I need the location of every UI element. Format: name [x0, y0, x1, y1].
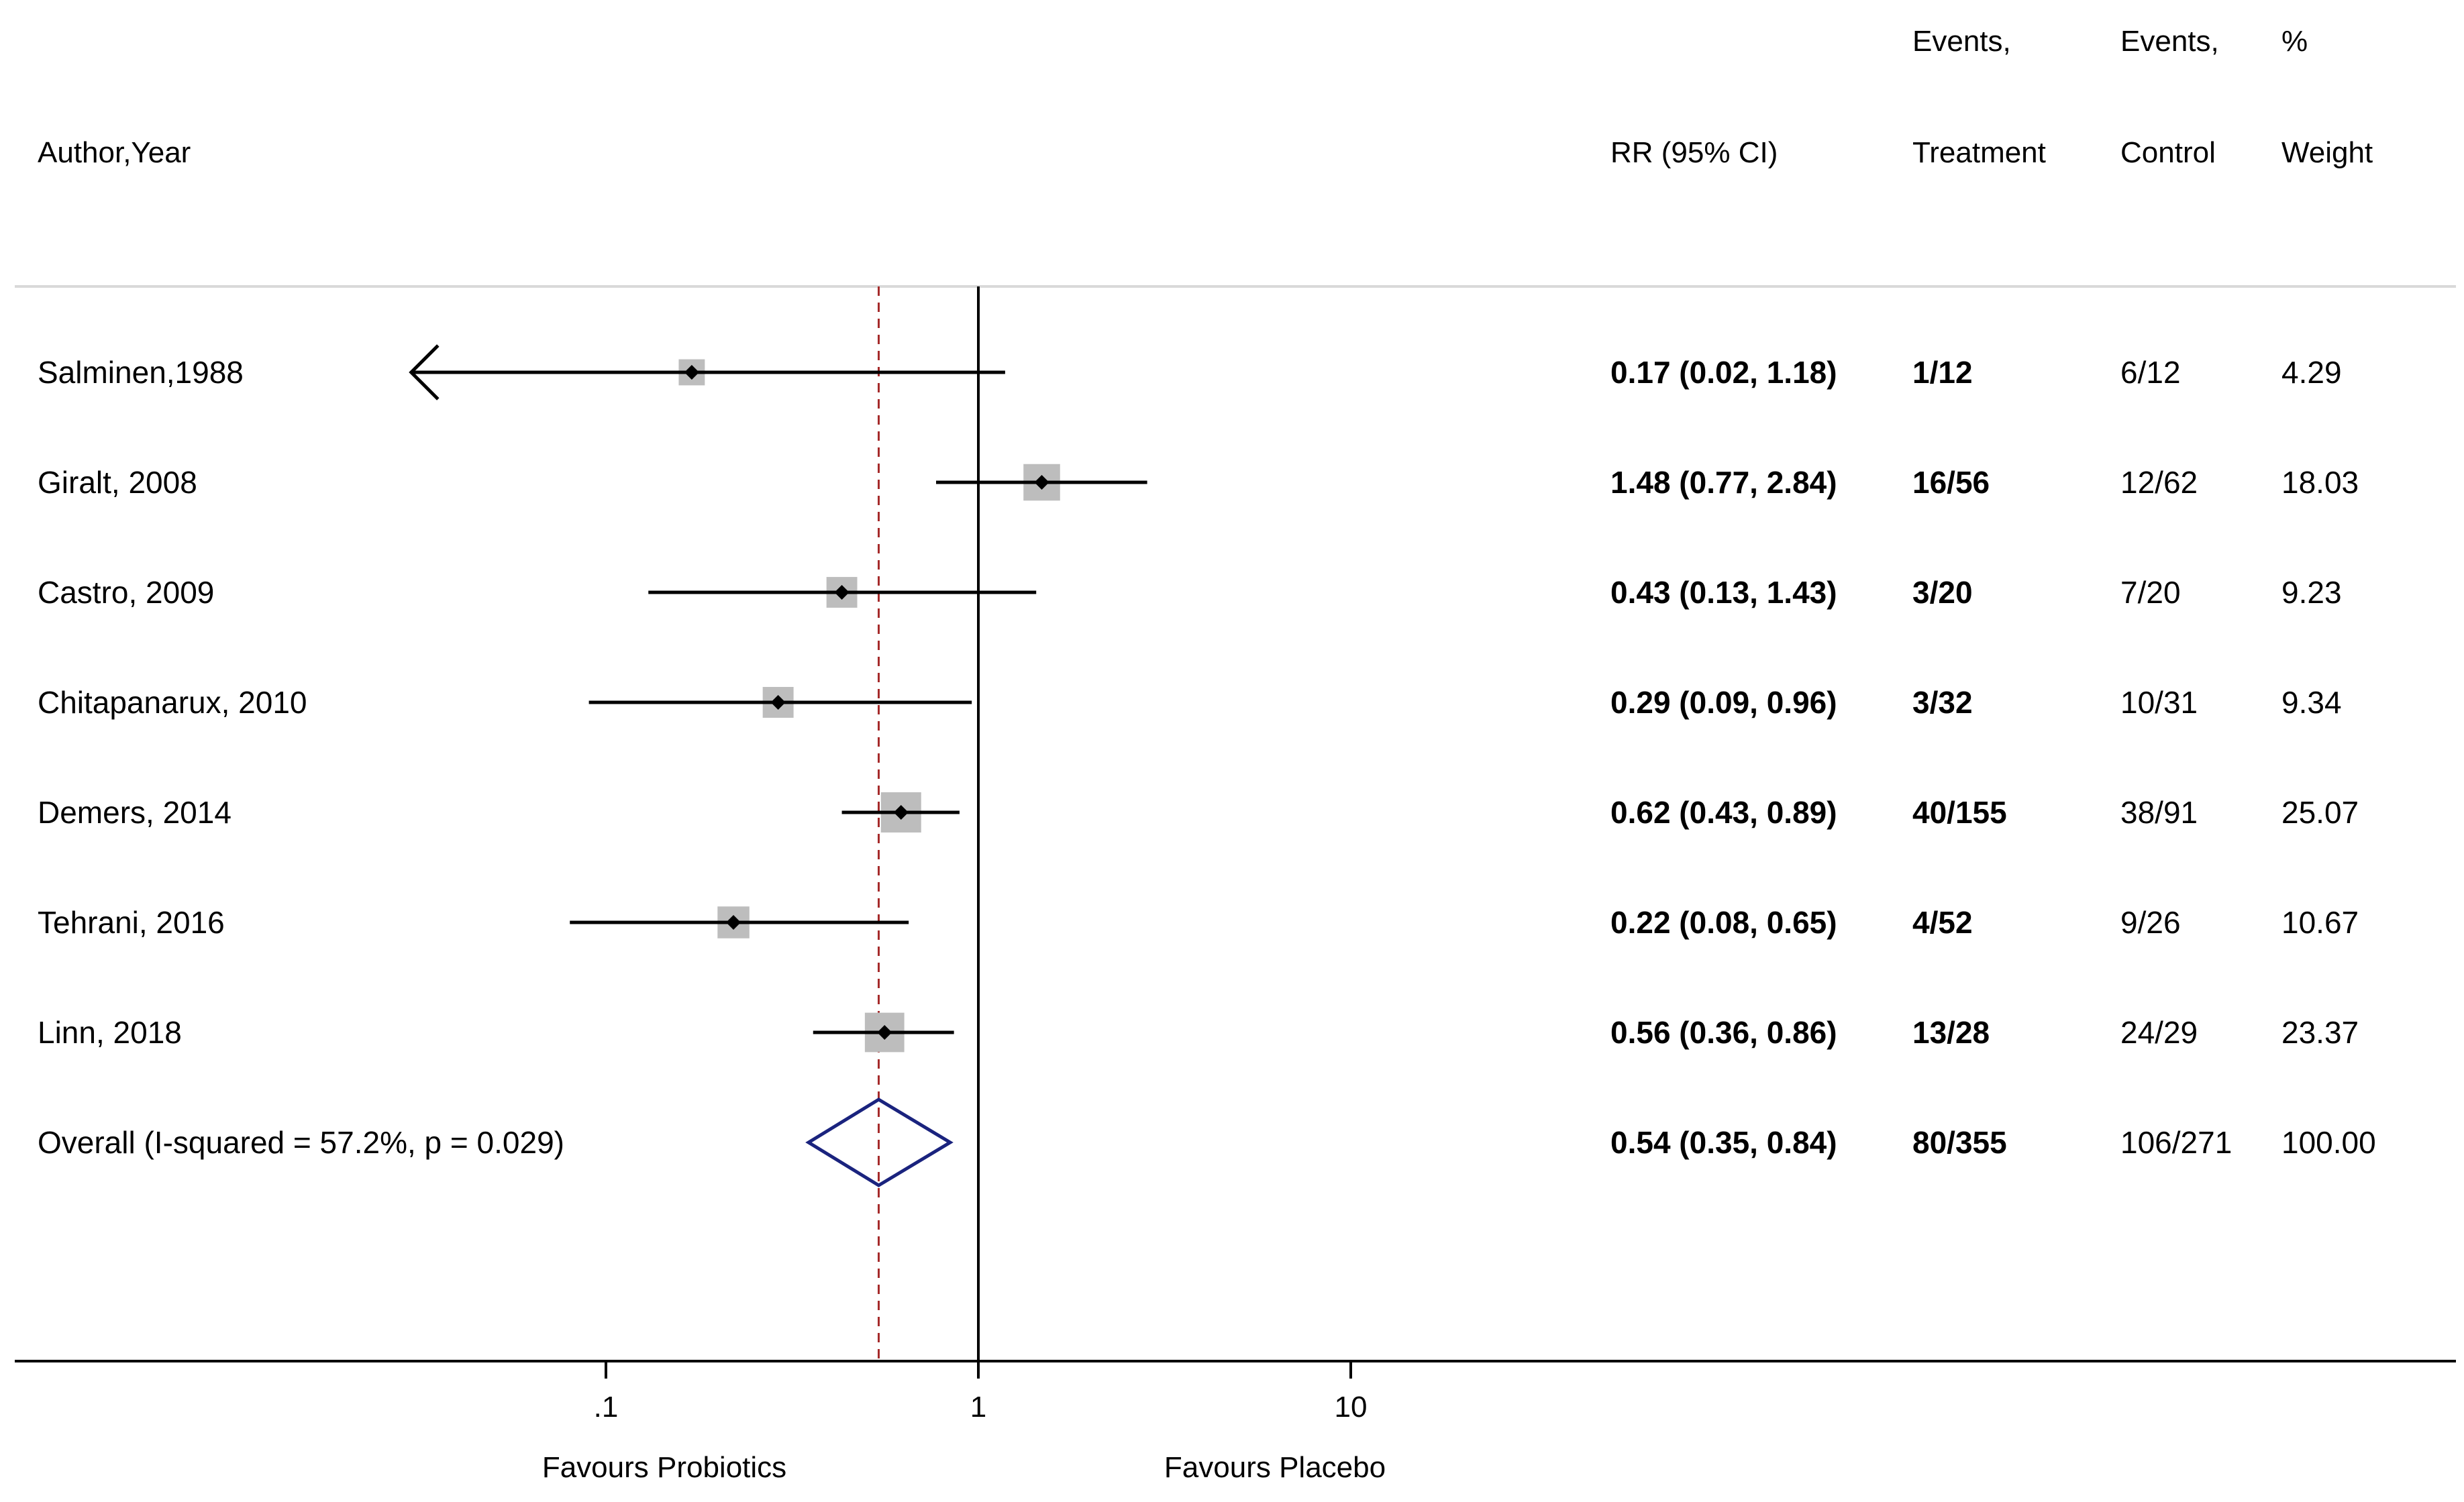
header-weight-bottom: Weight	[2281, 136, 2373, 169]
study-rr-text: 0.62 (0.43, 0.89)	[1610, 795, 1837, 830]
study-treatment-events: 40/155	[1912, 795, 2007, 830]
study-treatment-events: 1/12	[1912, 355, 1973, 390]
study-weight: 25.07	[2281, 795, 2359, 830]
study-control-events: 12/62	[2120, 465, 2198, 500]
header-events-control-top: Events,	[2120, 25, 2219, 58]
study-label: Demers, 2014	[38, 795, 232, 830]
study-control-events: 38/91	[2120, 795, 2198, 830]
overall-diamond	[805, 1097, 954, 1187]
study-label: Castro, 2009	[38, 575, 214, 610]
study-rr-text: 0.29 (0.09, 0.96)	[1610, 685, 1837, 720]
header-study: Author,Year	[38, 136, 191, 169]
header-rr: RR (95% CI)	[1610, 136, 1778, 169]
study-rr-text: 0.56 (0.36, 0.86)	[1610, 1015, 1837, 1050]
study-weight: 23.37	[2281, 1015, 2359, 1050]
study-weight: 18.03	[2281, 465, 2359, 500]
study-label: Salminen,1988	[38, 355, 244, 390]
overall-weight: 100.00	[2281, 1125, 2376, 1160]
study-control-events: 9/26	[2120, 905, 2181, 940]
study-point-estimate	[834, 585, 850, 600]
overall-label: Overall (I-squared = 57.2%, p = 0.029)	[38, 1125, 564, 1160]
study-rr-text: 1.48 (0.77, 2.84)	[1610, 465, 1837, 500]
overall-rr-text: 0.54 (0.35, 0.84)	[1610, 1125, 1837, 1160]
study-label: Chitapanarux, 2010	[38, 685, 307, 720]
study-point-estimate	[877, 1025, 892, 1040]
study-control-events: 10/31	[2120, 685, 2198, 720]
study-rr-text: 0.43 (0.13, 1.43)	[1610, 575, 1837, 610]
x-axis-ticks: .1 1 10	[594, 1361, 1368, 1424]
xlabel-right: Favours Placebo	[1164, 1451, 1386, 1484]
study-point-estimate	[893, 805, 909, 820]
study-treatment-events: 13/28	[1912, 1015, 1990, 1050]
xlabel-left: Favours Probiotics	[542, 1451, 786, 1484]
study-treatment-events: 4/52	[1912, 905, 1973, 940]
study-treatment-events: 3/20	[1912, 575, 1973, 610]
study-label: Giralt, 2008	[38, 465, 197, 500]
study-control-events: 6/12	[2120, 355, 2181, 390]
x-tick-label: .1	[594, 1391, 619, 1424]
overall-treatment-events: 80/355	[1912, 1125, 2007, 1160]
study-control-events: 7/20	[2120, 575, 2181, 610]
study-label: Linn, 2018	[38, 1015, 182, 1050]
plot-marks	[409, 286, 1147, 1361]
study-label: Tehrani, 2016	[38, 905, 225, 940]
study-rr-text: 0.17 (0.02, 1.18)	[1610, 355, 1837, 390]
header-weight-top: %	[2281, 25, 2308, 58]
x-tick-label: 1	[970, 1391, 986, 1424]
study-treatment-events: 3/32	[1912, 685, 1973, 720]
study-point-estimate	[726, 915, 741, 930]
study-ci-arrow	[409, 344, 440, 400]
header-events-treatment-bottom: Treatment	[1912, 136, 2046, 169]
header-events-treatment-top: Events,	[1912, 25, 2011, 58]
study-point-estimate	[770, 695, 786, 710]
study-weight: 9.34	[2281, 685, 2342, 720]
study-rr-text: 0.22 (0.08, 0.65)	[1610, 905, 1837, 940]
study-treatment-events: 16/56	[1912, 465, 1990, 500]
study-weight: 4.29	[2281, 355, 2342, 390]
overall-control-events: 106/271	[2120, 1125, 2232, 1160]
header-events-control-bottom: Control	[2120, 136, 2216, 169]
study-weight: 10.67	[2281, 905, 2359, 940]
study-control-events: 24/29	[2120, 1015, 2198, 1050]
study-rows: Salminen,1988 0.17 (0.02, 1.18) 1/12 6/12 4.…	[38, 355, 2376, 1160]
x-tick-label: 10	[1335, 1391, 1368, 1424]
study-weight: 9.23	[2281, 575, 2342, 610]
study-point-estimate	[1034, 475, 1049, 490]
study-point-estimate	[684, 365, 699, 380]
